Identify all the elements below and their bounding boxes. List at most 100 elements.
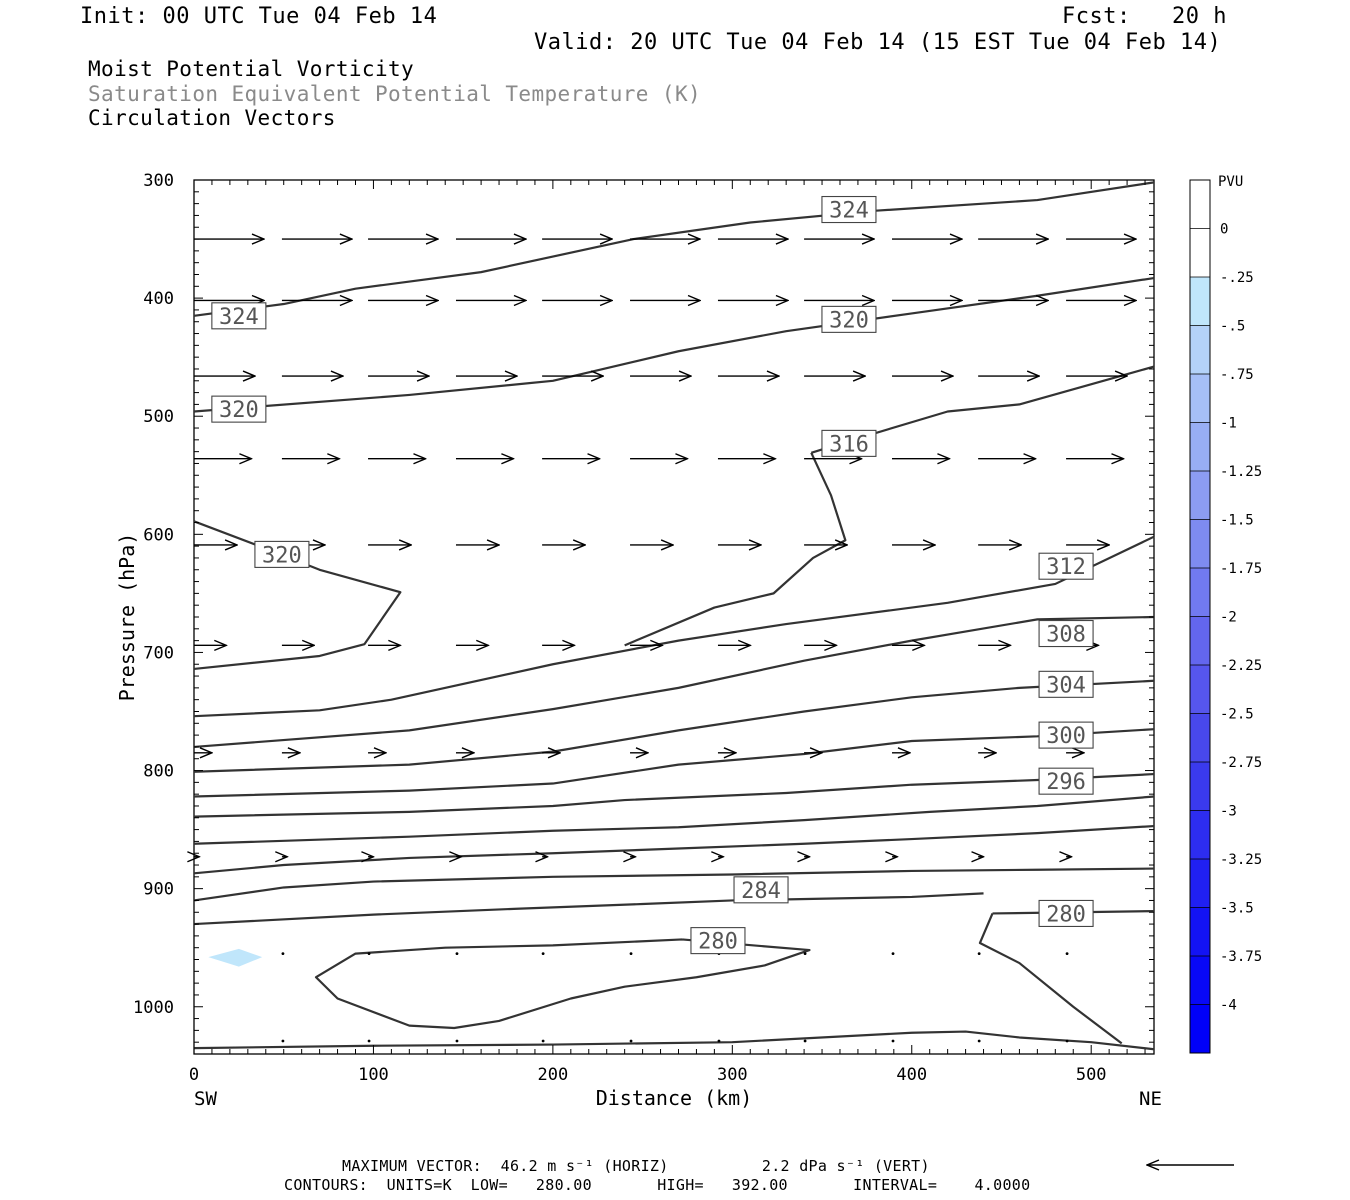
contour-label-box-5 <box>254 540 310 568</box>
vector-9-5 <box>717 1039 721 1043</box>
vector-9-4 <box>629 1039 633 1043</box>
contour-label-9: 300 <box>1046 724 1086 749</box>
x-tick-label-5: 500 <box>1076 1065 1107 1085</box>
colorbar-label-9: -2.25 <box>1220 658 1262 674</box>
vector-8-4 <box>629 952 633 956</box>
vector-8-0 <box>281 952 285 956</box>
contour-label-box-2 <box>821 305 877 333</box>
contour-label-box-13 <box>1038 899 1094 928</box>
contour-label-0: 324 <box>829 199 869 224</box>
colorbar-segment-14 <box>1190 859 1210 908</box>
contour-300-8 <box>193 728 1155 798</box>
contour-308-6 <box>193 615 1155 749</box>
colorbar-label-10: -2.5 <box>1220 707 1254 723</box>
contour-label-box-8 <box>1038 670 1094 698</box>
max-vector-info: MAXIMUM VECTOR: 46.2 m s⁻¹ (HORIZ) 2.2 d… <box>342 1157 930 1175</box>
colorbar-label-15: -3.75 <box>1220 949 1262 965</box>
contour-label-7: 308 <box>1046 623 1086 648</box>
y-tick-label-1: 400 <box>143 289 174 309</box>
contour-label-4: 316 <box>829 432 869 457</box>
x-tick-label-2: 200 <box>538 1065 569 1085</box>
vector-8-2 <box>455 952 459 956</box>
contour-label-box-0 <box>821 195 877 224</box>
contour-280-15 <box>978 913 1123 1045</box>
x-tick-label-1: 100 <box>358 1065 389 1085</box>
contour-label-box-4 <box>821 429 877 457</box>
colorbar-segment-3 <box>1190 325 1210 374</box>
x-end-label-left: SW <box>194 1088 217 1110</box>
y-tick-label-7: 1000 <box>133 998 174 1018</box>
title-thetae: Saturation Equivalent Potential Temperat… <box>88 82 702 106</box>
vector-9-8 <box>977 1039 981 1043</box>
plot-frame <box>193 179 1155 1055</box>
contour-320-1 <box>193 276 1155 413</box>
colorbar-segment-2 <box>1190 277 1210 326</box>
contour-label-2: 320 <box>829 308 869 333</box>
colorbar-unit: PVU <box>1218 174 1243 190</box>
vector-8-3 <box>541 952 545 956</box>
colorbar-segment-0 <box>1190 180 1210 229</box>
contour-label-11: 284 <box>741 879 781 904</box>
colorbar-segment-5 <box>1190 422 1210 471</box>
contour-292-10 <box>193 795 1155 845</box>
colorbar-label-6: -1.5 <box>1220 513 1254 529</box>
contour-304-7 <box>193 679 1155 773</box>
vector-8-6 <box>803 952 807 956</box>
colorbar-segment-11 <box>1190 713 1210 762</box>
contour-label-8: 304 <box>1046 673 1086 698</box>
vector-8-9 <box>1065 952 1069 956</box>
title-vectors: Circulation Vectors <box>88 106 336 130</box>
contour-284-17 <box>193 1030 1155 1051</box>
contour-label-box-1 <box>211 302 267 330</box>
contour-label-12: 280 <box>698 930 738 955</box>
contour-label-13: 280 <box>1046 902 1086 927</box>
vector-8-8 <box>977 952 981 956</box>
x-axis-label: Distance (km) <box>596 1086 753 1110</box>
contour-288-11 <box>193 824 1155 875</box>
contour-312-5 <box>193 535 1155 718</box>
valid-time: Valid: 20 UTC Tue 04 Feb 14 (15 EST Tue … <box>534 30 1222 55</box>
contour-label-3: 320 <box>219 398 259 423</box>
colorbar-label-4: -1 <box>1220 416 1237 432</box>
contour-label-box-3 <box>211 395 267 423</box>
colorbar-label-1: -.25 <box>1220 270 1254 286</box>
init-time: Init: 00 UTC Tue 04 Feb 14 <box>80 4 438 29</box>
colorbar-label-2: -.5 <box>1220 319 1245 335</box>
forecast-hour: Fcst: 20 h <box>1062 4 1227 29</box>
colorbar-label-16: -4 <box>1220 998 1237 1014</box>
colorbar-label-12: -3 <box>1220 804 1237 820</box>
colorbar-label-7: -1.75 <box>1220 561 1262 577</box>
contour-296-9 <box>193 772 1155 818</box>
vector-9-0 <box>281 1039 285 1043</box>
contour-324-0 <box>193 181 1155 317</box>
colorbar-label-0: 0 <box>1220 222 1228 238</box>
contour-280-16 <box>314 938 811 1030</box>
colorbar-segment-13 <box>1190 810 1210 859</box>
vector-9-3 <box>541 1039 545 1043</box>
contour-label-6: 312 <box>1046 555 1086 580</box>
vector-8-1 <box>367 952 371 956</box>
y-tick-label-6: 900 <box>143 880 174 900</box>
colorbar-segment-15 <box>1190 907 1210 956</box>
vector-8-7 <box>891 952 895 956</box>
x-end-label-right: NE <box>1139 1088 1162 1110</box>
contour-label-5: 320 <box>262 543 302 568</box>
contour-label-box-10 <box>1038 767 1094 795</box>
contour-label-box-11 <box>733 876 789 904</box>
colorbar-segment-12 <box>1190 762 1210 811</box>
colorbar-label-3: -.75 <box>1220 367 1254 383</box>
contour-316-3 <box>624 452 847 647</box>
vector-9-6 <box>803 1039 807 1043</box>
colorbar-segment-16 <box>1190 956 1210 1005</box>
colorbar-label-11: -2.75 <box>1220 755 1262 771</box>
vector-9-7 <box>891 1039 895 1043</box>
vector-9-9 <box>1065 1039 1069 1043</box>
y-tick-label-0: 300 <box>143 171 174 191</box>
contour-280-13 <box>193 892 984 926</box>
x-tick-label-0: 0 <box>189 1065 199 1085</box>
x-tick-label-3: 300 <box>717 1065 748 1085</box>
x-tick-label-4: 400 <box>896 1065 927 1085</box>
contour-284-12 <box>193 867 1155 902</box>
colorbar-segment-9 <box>1190 616 1210 665</box>
